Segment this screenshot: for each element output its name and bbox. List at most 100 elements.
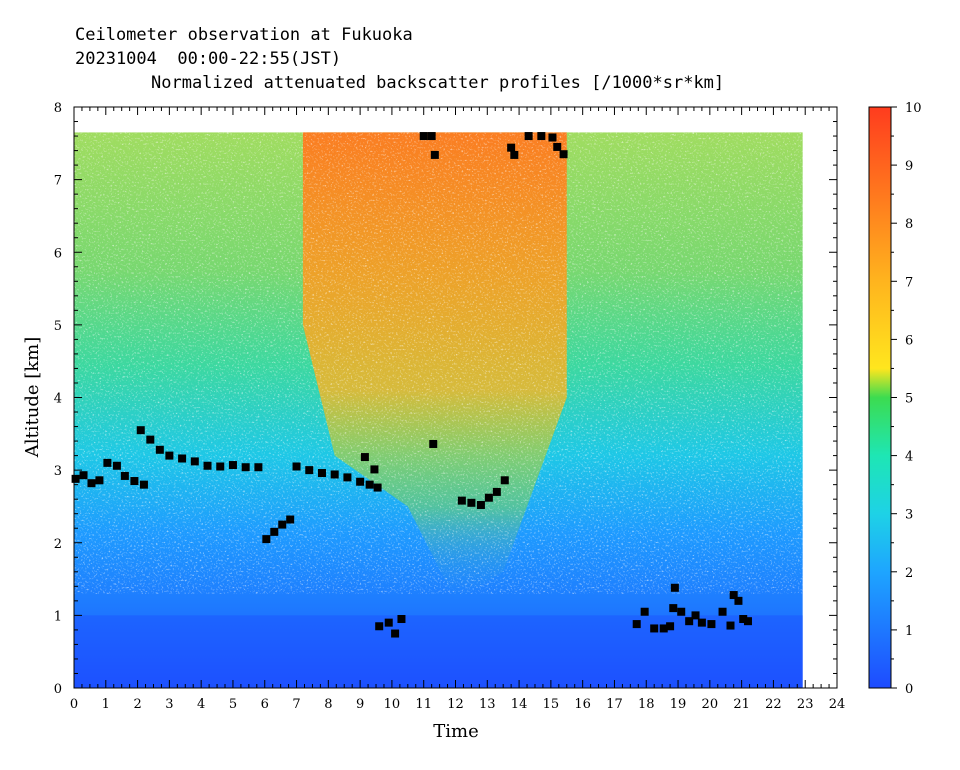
cloud-base-point [419, 132, 428, 141]
cloud-base-point [484, 493, 493, 502]
cloud-base-point [146, 435, 155, 444]
noise-speckle [74, 132, 803, 594]
y-tick-label: 2 [54, 537, 62, 552]
cloud-base-point [79, 471, 88, 480]
cloud-base-point [71, 474, 80, 483]
cloud-base-point [507, 143, 516, 152]
cloud-base-point [476, 500, 485, 509]
x-tick-label: 9 [356, 697, 364, 712]
colorbar-tick-label: 2 [905, 566, 913, 581]
cloud-base-point [203, 461, 212, 470]
cloud-base-point [640, 607, 649, 616]
cloud-base-point [537, 132, 546, 141]
x-axis-label: Time [433, 721, 478, 742]
cloud-base-point [697, 618, 706, 627]
cloud-base-markers [71, 132, 752, 638]
chart-title: Normalized attenuated backscatter profil… [151, 73, 725, 93]
cloud-base-point [726, 621, 735, 630]
colorbar-tick-label: 9 [905, 159, 913, 174]
cloud-base-point [373, 483, 382, 492]
cloud-base-point [136, 426, 145, 435]
cloud-base-point [553, 142, 562, 151]
cloud-base-point [178, 454, 187, 463]
cloud-base-point [317, 469, 326, 478]
cloud-base-point [360, 453, 369, 462]
cloud-base-point [375, 622, 384, 631]
cloud-base-point [500, 476, 509, 485]
colorbar-tick-label: 4 [905, 450, 913, 465]
cloud-base-point [120, 471, 129, 480]
colorbar-tick-label: 0 [905, 682, 913, 697]
cloud-base-point [87, 479, 96, 488]
cloud-base-point [241, 463, 250, 472]
x-tick-label: 11 [415, 697, 432, 712]
cloud-base-point [430, 150, 439, 159]
colorbar: 0 1 2 3 4 5 6 7 8 9 10 [868, 101, 922, 697]
x-tick-label: 21 [733, 697, 750, 712]
y-tick-label: 6 [54, 246, 62, 261]
cloud-base-point [685, 617, 694, 626]
x-tick-label: 16 [574, 697, 591, 712]
x-tick-label: 14 [511, 697, 528, 712]
cloud-base-point [691, 611, 700, 620]
y-tick-label: 0 [54, 682, 62, 697]
cloud-base-point [743, 617, 752, 626]
header-date-range: 20231004 00:00-22:55(JST) [75, 49, 342, 69]
cloud-base-point [103, 458, 112, 467]
x-tick-label: 7 [292, 697, 300, 712]
cloud-base-point [467, 498, 476, 507]
cloud-base-point [384, 618, 393, 627]
cloud-base-point [734, 596, 743, 605]
cloud-base-point [397, 615, 406, 624]
x-tick-label: 8 [324, 697, 332, 712]
cloud-base-point [457, 496, 466, 505]
y-tick-label: 4 [54, 392, 62, 407]
x-tick-label: 12 [447, 697, 464, 712]
cloud-base-point [677, 607, 686, 616]
x-tick-label: 23 [797, 697, 814, 712]
y-tick-label: 5 [54, 319, 62, 334]
cloud-base-point [216, 462, 225, 471]
cloud-base-point [112, 461, 121, 470]
cloud-base-point [559, 150, 568, 159]
boundary-layer-band [74, 615, 803, 688]
cloud-base-point [666, 622, 675, 631]
cloud-base-point [707, 620, 716, 629]
x-tick-label: 15 [543, 697, 560, 712]
y-tick-label: 3 [54, 464, 62, 479]
cloud-base-point [139, 480, 148, 489]
cloud-base-point [278, 520, 287, 529]
backscatter-heatmap [74, 132, 803, 688]
cloud-base-point [632, 620, 641, 629]
cloud-base-point [155, 445, 164, 454]
cloud-base-point [429, 439, 438, 448]
x-tick-label: 22 [765, 697, 782, 712]
cloud-base-point [228, 461, 237, 470]
cloud-base-point [370, 465, 379, 474]
colorbar-tick-label: 1 [905, 624, 913, 639]
header-station: Ceilometer observation at Fukuoka [75, 25, 413, 45]
x-tick-label: 17 [606, 697, 623, 712]
x-tick-label: 3 [165, 697, 173, 712]
cloud-base-point [330, 470, 339, 479]
cloud-base-point [427, 132, 436, 141]
y-tick-label: 7 [54, 174, 62, 189]
colorbar-tick-label: 5 [905, 392, 913, 407]
x-tick-label: 19 [670, 697, 687, 712]
colorbar-tick-label: 8 [905, 217, 913, 232]
y-tick-label: 8 [54, 101, 62, 116]
cloud-base-point [95, 476, 104, 485]
cloud-base-point [669, 604, 678, 613]
cloud-base-point [356, 477, 365, 486]
x-tick-label: 1 [102, 697, 110, 712]
x-tick-label: 4 [197, 697, 205, 712]
cloud-base-point [739, 615, 748, 624]
cloud-base-point [165, 451, 174, 460]
x-tick-label: 5 [229, 697, 237, 712]
cloud-base-point [650, 624, 659, 633]
cloud-base-point [510, 150, 519, 159]
plot-axes: 0 1 2 3 4 5 6 7 8 9 10 11 12 13 14 15 16 17 18 19 20 21 22 23 24… [54, 101, 846, 712]
y-tick-label: 1 [54, 609, 62, 624]
